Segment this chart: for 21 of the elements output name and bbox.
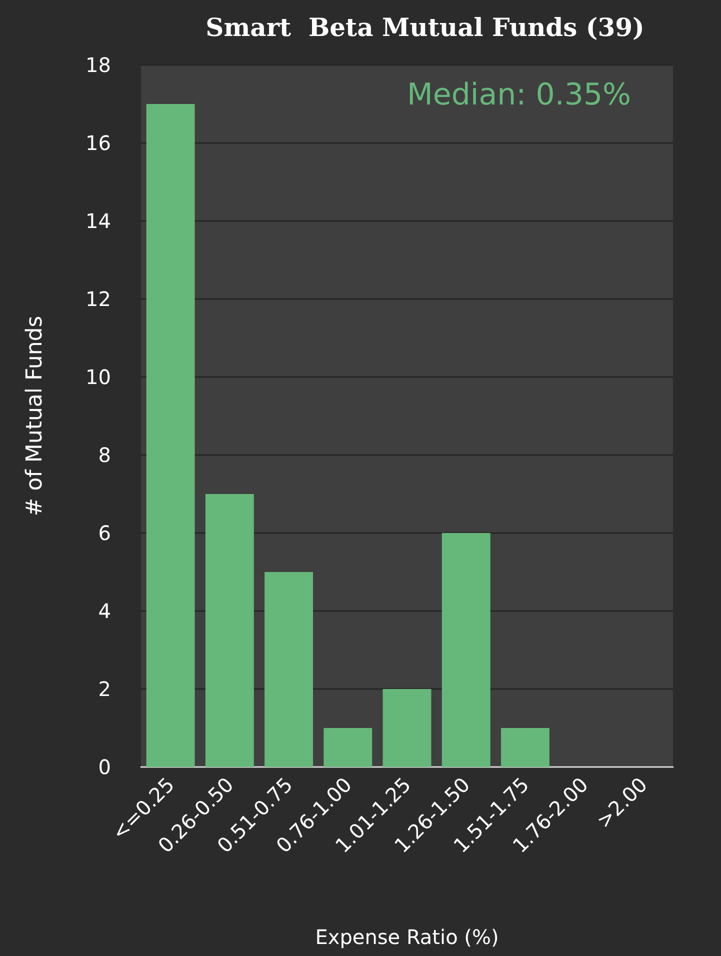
bar <box>324 728 372 767</box>
y-tick-label: 12 <box>86 287 111 311</box>
y-tick-label: 2 <box>98 677 111 701</box>
y-tick-label: 18 <box>86 53 111 77</box>
bar <box>264 572 314 767</box>
bar <box>205 494 254 767</box>
bar <box>500 728 550 767</box>
bar <box>442 533 490 767</box>
bar <box>146 104 195 767</box>
y-tick-label: 8 <box>98 443 111 467</box>
y-tick-label: 16 <box>86 131 111 155</box>
bar <box>382 689 432 767</box>
x-axis-title: Expense Ratio (%) <box>315 925 499 949</box>
y-tick-label: 6 <box>98 521 111 545</box>
y-axis-title: # of Mutual Funds <box>22 316 48 516</box>
y-tick-label: 10 <box>86 365 111 389</box>
y-tick-label: 0 <box>98 755 111 779</box>
y-tick-label: 14 <box>86 209 111 233</box>
chart-title: Smart Beta Mutual Funds (39) <box>206 13 644 42</box>
y-tick-label: 4 <box>98 599 111 623</box>
annotation: Median: 0.35% <box>407 78 632 112</box>
